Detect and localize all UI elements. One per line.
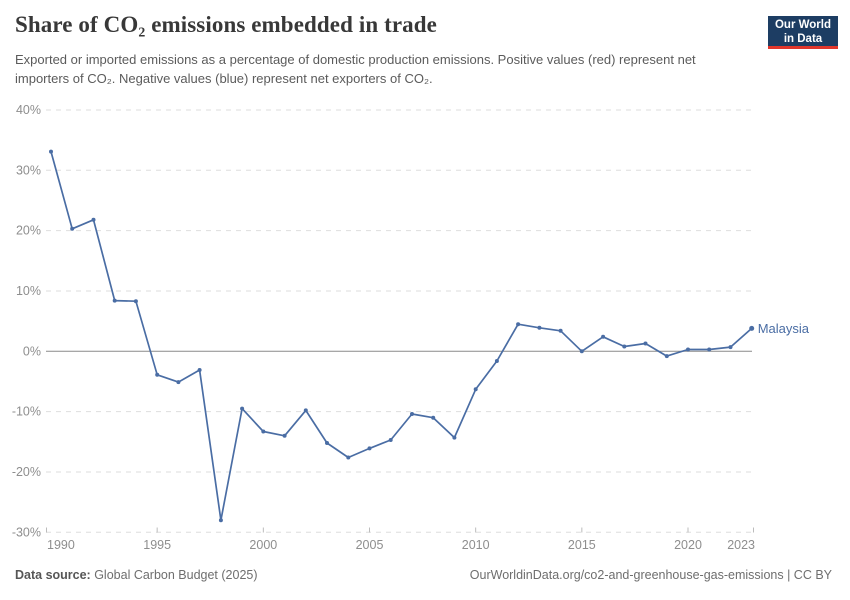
data-point [70,226,75,231]
data-source: Data source: Global Carbon Budget (2025) [15,568,258,582]
data-point [431,415,436,420]
data-point [155,372,160,377]
data-point [197,368,202,372]
x-axis-tick-label: 2010 [462,538,490,552]
data-point [261,429,266,434]
x-axis-tick-label: 2000 [249,538,277,552]
y-axis-tick-label: -20% [12,465,41,479]
data-point [516,322,521,327]
data-point [749,325,755,331]
x-axis-tick-label: 1995 [143,538,171,552]
data-point [664,354,669,359]
data-point [367,446,372,451]
x-axis-tick-label: 2005 [356,538,384,552]
data-point [473,387,478,392]
x-axis-tick-label: 2023 [727,538,755,552]
data-point [622,344,627,349]
data-point [303,408,308,413]
series-end-label-malaysia: Malaysia [758,321,810,336]
data-point [579,349,584,354]
data-point [452,435,457,440]
data-point [494,359,499,363]
data-point [728,345,733,350]
data-point [388,438,393,442]
data-point [240,406,245,411]
x-axis-tick-label: 2020 [674,538,702,552]
data-point [346,455,351,460]
data-source-label: Data source: [15,568,91,582]
page-title: Share of CO₂ emissions embedded in trade [15,12,437,37]
y-axis-tick-label: 0% [23,344,41,358]
data-point [325,441,329,445]
series-line-malaysia [50,151,753,522]
y-axis-tick-label: -30% [12,525,41,539]
data-point [91,217,96,222]
data-point [686,347,690,352]
y-axis-tick-label: -10% [12,405,41,419]
y-axis-tick-label: 30% [16,163,41,177]
data-point [282,433,287,438]
data-point [601,334,606,339]
data-point [133,299,138,304]
data-point [176,380,181,385]
data-point [643,341,648,346]
data-point [112,298,117,303]
data-point [410,412,414,416]
data-point [707,347,712,352]
data-point [558,328,563,333]
owid-logo-line1: Our World [774,19,831,31]
chart-subtitle: Exported or imported emissions as a perc… [15,52,696,86]
data-source-value: Global Carbon Budget (2025) [90,568,258,582]
x-axis-tick-label: 1990 [47,538,75,552]
credit-link[interactable]: OurWorldinData.org/co2-and-greenhouse-ga… [469,568,832,582]
x-axis-tick-label: 2015 [568,538,596,552]
y-axis-tick-label: 40% [16,103,41,117]
data-point [537,325,542,330]
data-point [49,149,53,154]
y-axis-tick-label: 10% [16,284,41,298]
owid-logo-line2: in Data [783,33,823,46]
owid-logo[interactable]: Our World in Data [768,16,838,49]
data-point [218,518,223,523]
y-axis-tick-label: 20% [16,224,41,238]
footer: Data source: Global Carbon Budget (2025)… [15,568,832,582]
